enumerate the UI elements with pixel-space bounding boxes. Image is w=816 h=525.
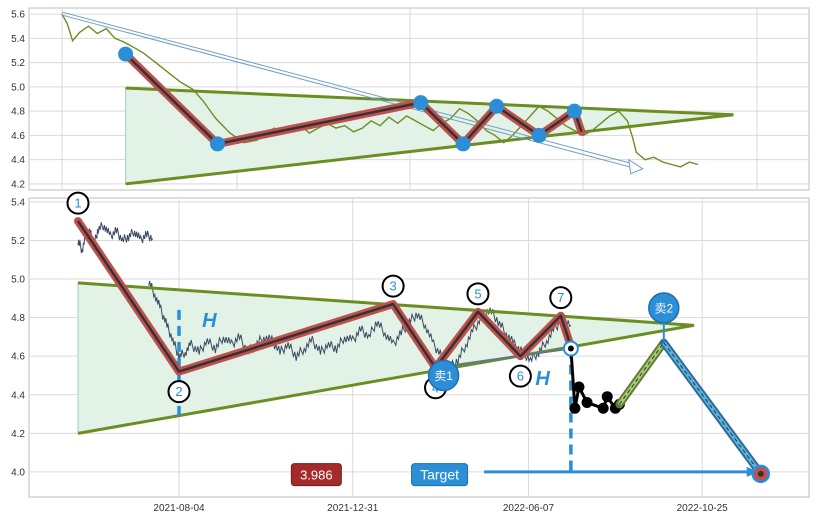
post-breakout-point (569, 402, 581, 414)
pivot-label-text: 6 (517, 369, 524, 384)
breakout-point-dot (567, 345, 574, 352)
top-y-tick-label: 5.0 (11, 82, 25, 93)
top-pivot-point (118, 46, 134, 62)
x-tick-label: 2021-12-31 (327, 503, 379, 514)
bottom-y-tick-label: 4.6 (11, 352, 25, 363)
top-y-tick-label: 4.2 (11, 179, 25, 190)
bottom-y-tick-label: 5.2 (11, 236, 25, 247)
top-pivot-point (489, 98, 505, 114)
target-point-dot (757, 470, 764, 477)
projection-blue-dash (663, 342, 762, 475)
pivot-label-circle (508, 364, 532, 388)
top-price-line (61, 13, 699, 168)
h-label: H (535, 368, 550, 390)
x-tick-label: 2021-08-04 (153, 503, 205, 514)
pivot-label-circle (466, 282, 490, 306)
sell-point-label: 卖2 (654, 301, 673, 315)
post-breakout-point (581, 396, 593, 408)
pivot-label-circle (66, 191, 90, 215)
target-value-badge (290, 463, 342, 487)
target-badge-text: Target (420, 467, 459, 483)
top-pivot-point (531, 127, 547, 143)
breakout-line (435, 347, 572, 369)
top-triangle-upper-line (125, 86, 734, 117)
bottom-triangle-fill (78, 282, 695, 434)
bottom-y-tick-label: 5.4 (11, 197, 25, 208)
top-y-tick-label: 5.2 (11, 58, 25, 69)
top-y-tick-label: 4.4 (11, 155, 25, 166)
post-breakout-point (573, 381, 585, 393)
projection-green-dash (618, 342, 665, 405)
target-value-text: 3.986 (300, 468, 333, 483)
bottom-y-tick-label: 4.4 (11, 390, 25, 401)
sell-point-circle (427, 359, 460, 392)
bottom-zigzag-inner (76, 220, 573, 373)
bottom-price-line (148, 280, 572, 371)
target-badge (411, 463, 469, 487)
pivot-label-text: 5 (474, 286, 481, 301)
pivot-label-circle (381, 274, 405, 298)
bottom-y-tick-label: 5.0 (11, 275, 25, 286)
pivot-label-text: 3 (390, 279, 397, 294)
bottom-y-tick-label: 4.8 (11, 313, 25, 324)
h-label: H (202, 310, 217, 332)
top-y-tick-label: 4.6 (11, 131, 25, 142)
top-pivot-point (566, 103, 582, 119)
top-pivot-point (413, 95, 429, 111)
sell-point-label: 卖1 (434, 369, 453, 383)
bottom-y-tick-label: 4.0 (11, 467, 25, 478)
x-tick-label: 2022-10-25 (677, 503, 729, 514)
top-pivot-point (209, 136, 225, 152)
post-breakout-point (601, 391, 613, 403)
top-panel: 4.2 4.4 4.6 4.8 5.0 5.2 5.4 5.6 (11, 7, 810, 191)
top-pivot-point (455, 136, 471, 152)
top-y-tick-label: 4.8 (11, 107, 25, 118)
top-y-tick-label: 5.6 (11, 10, 25, 21)
post-breakout-point (597, 402, 609, 414)
pivot-label-text: 2 (175, 384, 182, 399)
bottom-y-tick-label: 4.2 (11, 429, 25, 440)
pivot-label-circle (549, 286, 573, 310)
pivot-label-text: 1 (74, 196, 81, 211)
top-arrow-head (628, 158, 644, 175)
bottom-panel: 4.0 4.2 4.4 4.6 4.8 5.0 5.2 5.4 2021-08-04 2021-1… (11, 191, 810, 514)
top-triangle-lower-line (125, 113, 734, 186)
pivot-label-text: 7 (557, 290, 564, 305)
top-y-tick-label: 5.4 (11, 34, 25, 45)
x-tick-label: 2022-06-07 (503, 503, 555, 514)
pivot-label-circle (167, 380, 191, 404)
